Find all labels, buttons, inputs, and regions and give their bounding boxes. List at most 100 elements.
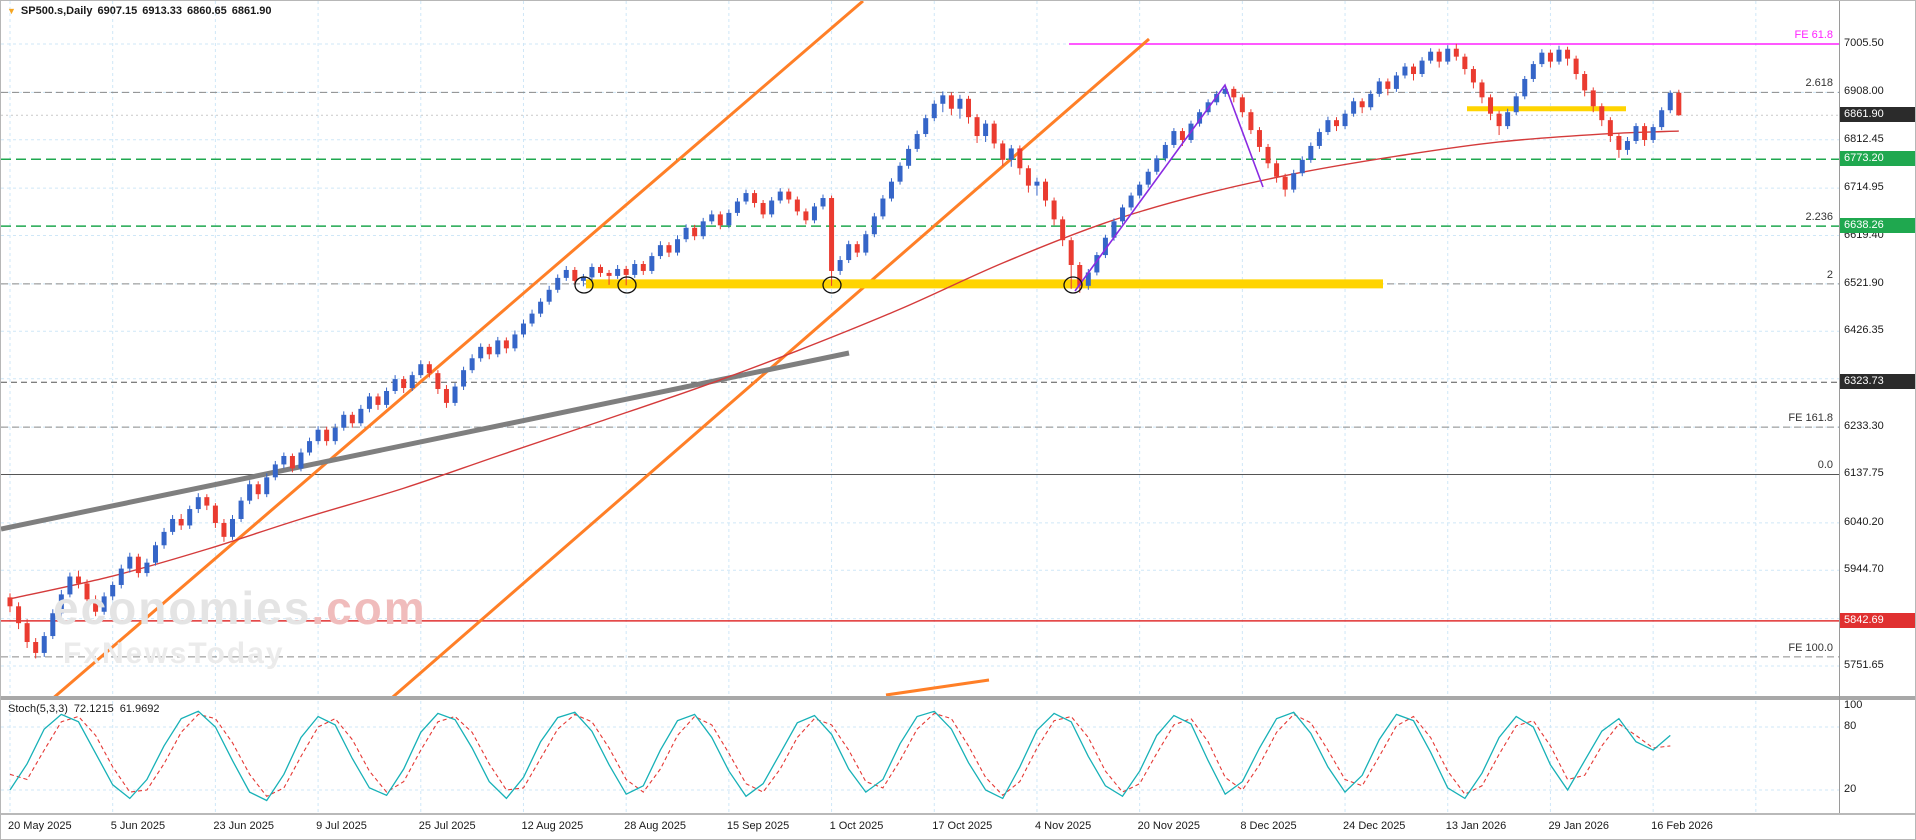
candle-body xyxy=(1239,97,1245,113)
gray-trend-line xyxy=(1,350,850,532)
candle-body xyxy=(392,379,398,392)
candle-body xyxy=(1470,69,1476,83)
watermark-brand: economies.com xyxy=(53,582,427,634)
candle-body xyxy=(520,323,526,335)
price-tick-label: 6812.45 xyxy=(1844,132,1884,145)
candle-body xyxy=(957,98,963,109)
date-label: 24 Dec 2025 xyxy=(1343,820,1406,832)
candle-body xyxy=(1650,127,1656,140)
candle-body xyxy=(1642,126,1648,140)
candle-body xyxy=(452,386,458,403)
candle-body xyxy=(649,256,655,271)
candle-body xyxy=(1556,49,1562,62)
candle-body xyxy=(1017,148,1023,169)
price-tick-label: 6137.75 xyxy=(1844,467,1884,480)
date-label: 13 Jan 2026 xyxy=(1445,820,1507,832)
candle-body xyxy=(1179,131,1185,140)
candle-body xyxy=(461,370,467,387)
candle-body xyxy=(503,340,509,349)
candle-body xyxy=(1573,58,1579,75)
candle-body xyxy=(272,464,278,478)
candle-body xyxy=(546,289,552,302)
date-label: 29 Jan 2026 xyxy=(1548,820,1609,832)
price-tick-label: 6714.95 xyxy=(1844,181,1884,194)
candle-body xyxy=(1333,120,1339,127)
fib-level-label: FE 61.8 xyxy=(1794,29,1833,41)
candle-body xyxy=(1197,112,1203,124)
candle-body xyxy=(298,452,304,469)
price-scale[interactable] xyxy=(1840,1,1915,813)
main-chart-plot[interactable] xyxy=(1,1,1839,698)
candle-body xyxy=(24,623,30,643)
candle-body xyxy=(247,484,253,501)
stoch-tick-label: 100 xyxy=(1844,699,1863,711)
candle-body xyxy=(1291,173,1297,190)
touch-circle xyxy=(574,276,594,294)
candle-body xyxy=(1633,126,1639,141)
candle-body xyxy=(33,642,39,653)
candle-body xyxy=(811,206,817,221)
candle-body xyxy=(384,391,390,405)
candle-body xyxy=(1000,143,1006,160)
candle-body xyxy=(366,396,372,409)
touch-circle xyxy=(1063,276,1083,294)
candle-body xyxy=(1376,81,1382,94)
candle-body xyxy=(409,375,415,389)
candle-body xyxy=(1428,51,1434,61)
candle-body xyxy=(632,264,638,275)
candle-body xyxy=(717,214,723,226)
candle-body xyxy=(1522,78,1528,97)
date-label: 20 May 2025 xyxy=(8,820,72,832)
candle-body xyxy=(341,414,347,428)
candle-body xyxy=(1299,159,1305,174)
stoch-tick-label: 80 xyxy=(1844,720,1857,732)
candle-body xyxy=(965,98,971,118)
candle-body xyxy=(135,556,141,574)
candle-body xyxy=(1282,176,1288,190)
candle-body xyxy=(152,545,158,563)
candle-body xyxy=(1547,52,1553,62)
candle-body xyxy=(948,95,954,109)
candle-body xyxy=(743,193,749,202)
candle-body xyxy=(1445,48,1451,62)
candle-body xyxy=(640,264,646,271)
candle-body xyxy=(230,518,236,537)
candle-body xyxy=(1582,74,1588,91)
candle-body xyxy=(692,227,698,237)
candle-body xyxy=(161,531,167,546)
candle-body xyxy=(1111,221,1117,238)
candle-body xyxy=(324,429,330,442)
candle-body xyxy=(178,518,184,526)
candle-body xyxy=(1402,66,1408,76)
candle-body xyxy=(1513,96,1519,113)
candle-body xyxy=(854,244,860,253)
candle-body xyxy=(1351,101,1357,114)
candle-body xyxy=(375,396,381,405)
candle-body xyxy=(1162,144,1168,159)
stochastic-plot[interactable] xyxy=(1,701,1839,813)
candle-body xyxy=(888,181,894,199)
candle-body xyxy=(623,268,629,275)
ohlc-low: 6860.65 xyxy=(187,5,227,17)
candle-body xyxy=(769,200,775,215)
ohlc-close: 6861.90 xyxy=(231,5,272,17)
candle-body xyxy=(1145,171,1151,185)
orange-channel-line-1 xyxy=(50,1,864,698)
candle-body xyxy=(281,455,287,465)
candle-body xyxy=(16,606,22,624)
candle-body xyxy=(1539,52,1545,65)
ohlc-high: 6913.33 xyxy=(142,5,183,17)
date-label: 25 Jul 2025 xyxy=(418,820,476,832)
candle-body xyxy=(1214,93,1220,103)
fib-level-label: 2.618 xyxy=(1805,77,1833,90)
watermark-subtitle: FxNewsToday xyxy=(63,637,285,670)
candle-body xyxy=(75,576,81,584)
price-tick-label: 7005.50 xyxy=(1844,37,1884,49)
candle-body xyxy=(127,556,133,569)
price-tick-label: 5751.65 xyxy=(1844,659,1884,671)
candle-body xyxy=(1171,131,1177,145)
orange-short-line xyxy=(885,678,990,697)
panel-separator[interactable] xyxy=(1,696,1915,700)
chart-title-bar: ▼ SP500.s,Daily 6907.15 6913.33 6860.65 6861.… xyxy=(7,5,277,17)
